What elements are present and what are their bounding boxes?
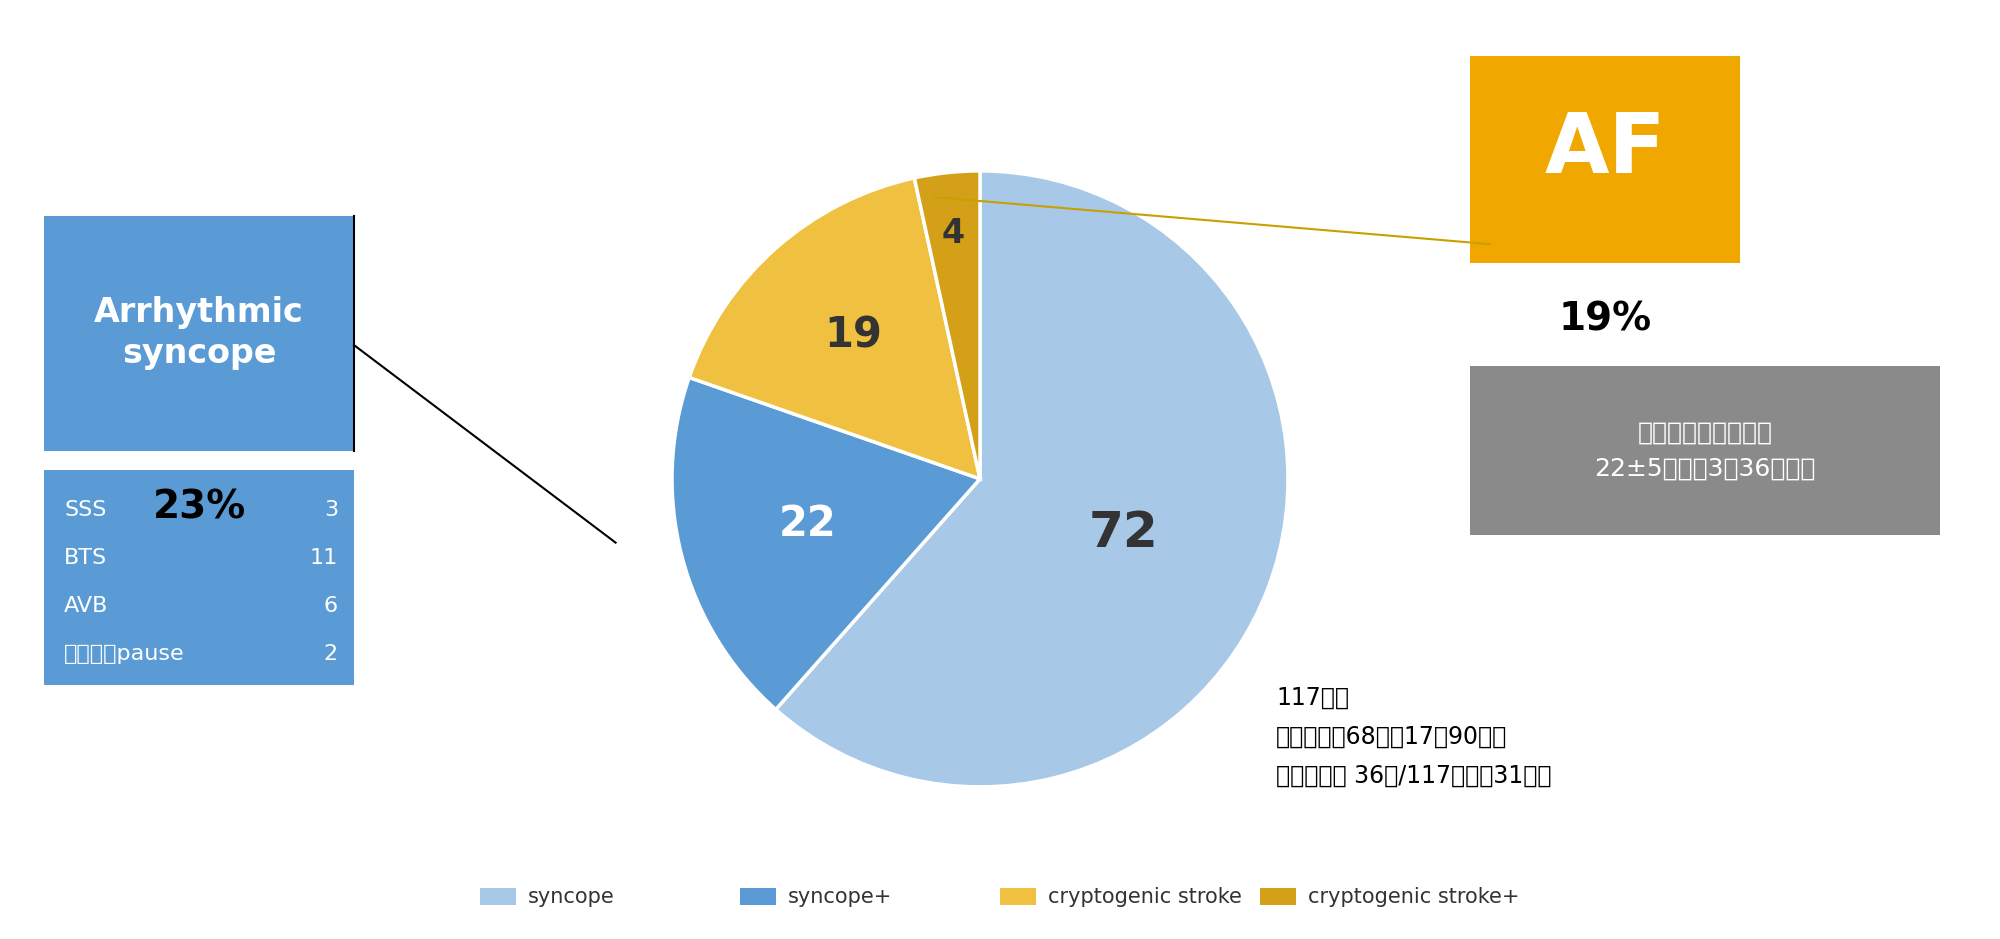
Text: AVB: AVB [64, 596, 108, 616]
Text: Arrhythmic
syncope: Arrhythmic syncope [94, 297, 304, 370]
Text: AF: AF [1544, 109, 1666, 190]
Text: 22: 22 [778, 503, 836, 545]
Text: 19: 19 [824, 315, 882, 357]
Text: 72: 72 [1090, 510, 1158, 558]
Text: syncope+: syncope+ [788, 886, 892, 907]
Text: SSS: SSS [64, 500, 106, 520]
Wedge shape [914, 171, 980, 479]
Text: BTS: BTS [64, 548, 108, 568]
Text: 平均フォローアップ
22±5カ月（3～36カ月）: 平均フォローアップ 22±5カ月（3～36カ月） [1594, 421, 1816, 481]
Text: cryptogenic stroke+: cryptogenic stroke+ [1308, 886, 1520, 907]
Text: cryptogenic stroke: cryptogenic stroke [1048, 886, 1242, 907]
Text: 19%: 19% [1558, 300, 1652, 338]
Text: 3: 3 [324, 500, 338, 520]
Wedge shape [690, 178, 980, 479]
Text: syncope: syncope [528, 886, 614, 907]
Wedge shape [672, 377, 980, 710]
Text: 23%: 23% [152, 488, 246, 526]
Text: 2: 2 [324, 644, 338, 664]
Text: 117症例
平均年齢：68歳（17～90歳）
基础心疾患 36例/117例中（31％）: 117症例 平均年齢：68歳（17～90歳） 基础心疾患 36例/117例中（3… [1276, 685, 1552, 788]
Text: 4: 4 [942, 218, 966, 251]
Text: 11: 11 [310, 548, 338, 568]
Text: その他のpause: その他のpause [64, 644, 184, 664]
Wedge shape [776, 171, 1288, 787]
Text: 6: 6 [324, 596, 338, 616]
